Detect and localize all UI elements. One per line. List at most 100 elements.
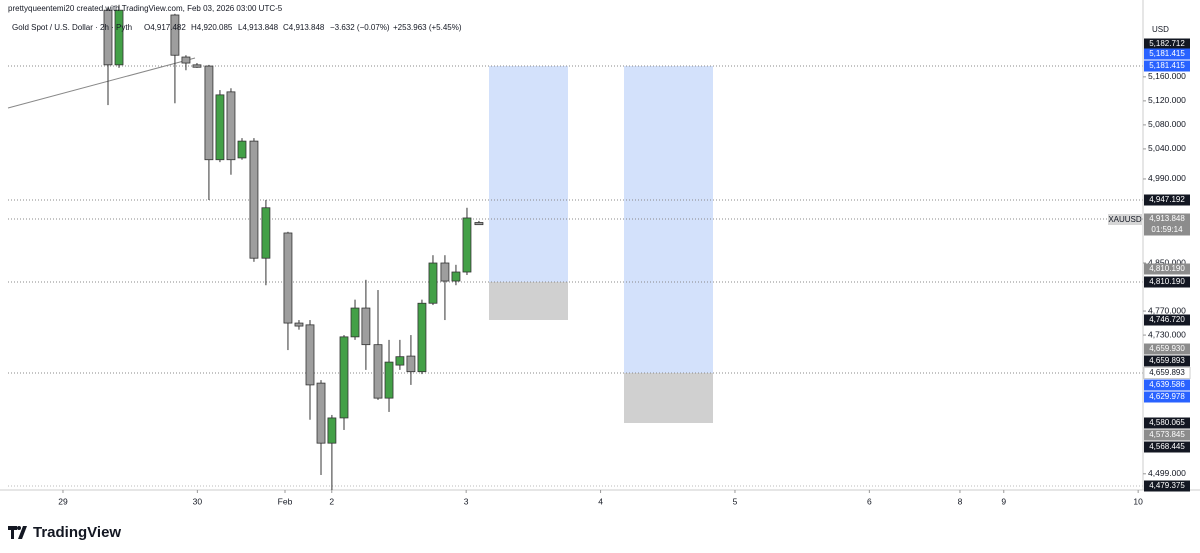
x-tick-label: Feb bbox=[278, 496, 293, 506]
price-badge-bg bbox=[1144, 276, 1190, 288]
candle-body bbox=[305, 324, 315, 386]
symbol-badge: XAUUSD bbox=[1108, 215, 1142, 224]
legend-range-change: +253.963 (+5.45%) bbox=[393, 23, 462, 32]
x-tick-label: 9 bbox=[1001, 496, 1006, 506]
x-tick-label: 29 bbox=[58, 496, 68, 506]
candle-body bbox=[417, 302, 427, 373]
price-badge-bg bbox=[1144, 391, 1190, 403]
price-badge-bg bbox=[1144, 417, 1190, 429]
price-badge: 4,913.848 bbox=[1149, 214, 1185, 223]
brand: TradingView bbox=[33, 524, 121, 541]
legend-close: C4,913.848 bbox=[283, 23, 325, 32]
symbol-badge-bg bbox=[1108, 214, 1142, 225]
price-badge: 01:59:14 bbox=[1151, 225, 1183, 234]
price-badge-bg bbox=[1144, 194, 1190, 206]
candle-body bbox=[361, 307, 371, 346]
price-badge: 4,746.720 bbox=[1149, 315, 1185, 324]
candle-body bbox=[451, 271, 461, 282]
x-tick-label: 4 bbox=[598, 496, 603, 506]
price-badge-bg bbox=[1144, 355, 1190, 367]
price-badge: 4,810.190 bbox=[1149, 264, 1185, 273]
price-badge: 4,479.375 bbox=[1149, 481, 1185, 490]
candle-body bbox=[462, 217, 472, 273]
loss-zone bbox=[489, 282, 568, 320]
legend-change: −3.632 (−0.07%) bbox=[330, 23, 390, 32]
candle-body bbox=[474, 222, 484, 226]
price-badge: 4,580.065 bbox=[1149, 418, 1185, 427]
profit-zone bbox=[489, 66, 568, 282]
price-badge: 4,810.190 bbox=[1149, 277, 1185, 286]
candle-body bbox=[283, 232, 293, 324]
price-badge: 4,659.893 bbox=[1149, 368, 1185, 377]
candle-body bbox=[316, 382, 326, 444]
legend-high: H4,920.085 bbox=[191, 23, 233, 32]
y-tick-label: 5,160.000 bbox=[1148, 71, 1186, 81]
candle-body bbox=[215, 94, 225, 161]
trend-line bbox=[7, 57, 196, 109]
price-badge: 4,629.978 bbox=[1149, 392, 1185, 401]
price-badge-bg bbox=[1144, 213, 1190, 225]
price-badge-bg bbox=[1144, 343, 1190, 355]
price-badge: 4,947.192 bbox=[1149, 195, 1185, 204]
legend-symbol: Gold Spot / U.S. Dollar · 2h · Pyth bbox=[12, 23, 132, 32]
logo-dot bbox=[17, 526, 21, 530]
y-tick-label: 4,499.000 bbox=[1148, 468, 1186, 478]
candle-body bbox=[170, 14, 180, 56]
candle-body bbox=[114, 9, 124, 66]
legend-open: O4,917.482 bbox=[144, 23, 186, 32]
price-badge-bg bbox=[1144, 38, 1190, 50]
candle-body bbox=[103, 9, 113, 66]
x-tick-label: 10 bbox=[1133, 496, 1143, 506]
price-badge: 4,659.930 bbox=[1149, 344, 1185, 353]
legend-low: L4,913.848 bbox=[238, 23, 279, 32]
candle-body bbox=[181, 56, 191, 64]
drawings bbox=[0, 0, 1200, 491]
candle-body bbox=[440, 262, 450, 282]
y-tick-label: 5,120.000 bbox=[1148, 95, 1186, 105]
candle-body bbox=[406, 355, 416, 373]
candle-body bbox=[395, 356, 405, 366]
price-badge: 4,573.845 bbox=[1149, 430, 1185, 439]
price-badge: 5,181.415 bbox=[1149, 61, 1185, 70]
candle-body bbox=[350, 307, 360, 338]
logo-mark bbox=[8, 526, 27, 539]
loss-zone bbox=[624, 373, 713, 423]
y-tick-label: 5,080.000 bbox=[1148, 119, 1186, 129]
x-tick-label: 5 bbox=[733, 496, 738, 506]
price-badge: 4,659.893 bbox=[1149, 356, 1185, 365]
price-badge-bg bbox=[1144, 429, 1190, 441]
price-badge: 4,639.586 bbox=[1149, 380, 1185, 389]
y-unit: USD bbox=[1152, 25, 1169, 34]
candle-body bbox=[237, 140, 247, 159]
x-tick-label: 3 bbox=[464, 496, 469, 506]
axes: 5,160.000 5,120.000 5,080.000 5,040.000 4,99… bbox=[58, 38, 1191, 506]
author-line: prettyqueentemi20 created with TradingVi… bbox=[8, 4, 283, 13]
candle-body bbox=[339, 336, 349, 419]
candle-body bbox=[294, 322, 304, 327]
candle-body bbox=[384, 361, 394, 399]
price-badge-bg bbox=[1144, 48, 1190, 60]
price-badge-bg bbox=[1144, 224, 1190, 236]
candle-body bbox=[192, 64, 202, 68]
price-badge: 5,182.712 bbox=[1149, 39, 1185, 48]
candle-body bbox=[249, 140, 259, 259]
price-badge-bg bbox=[1144, 60, 1190, 72]
logo: TradingView bbox=[8, 524, 121, 541]
candle-body bbox=[373, 344, 383, 399]
y-tick-label: 4,770.000 bbox=[1148, 305, 1186, 315]
x-tick-label: 8 bbox=[958, 496, 963, 506]
price-badge: 5,181.415 bbox=[1149, 49, 1185, 58]
x-tick-label: 30 bbox=[193, 496, 203, 506]
y-tick-label: 4,730.000 bbox=[1148, 329, 1186, 339]
price-badge-bg bbox=[1144, 379, 1190, 391]
price-badge-bg bbox=[1144, 263, 1190, 275]
price-badge-bg bbox=[1144, 314, 1190, 326]
candle-body bbox=[327, 417, 337, 444]
y-tick-label: 4,990.000 bbox=[1148, 173, 1186, 183]
y-tick-label: 4,850.000 bbox=[1148, 257, 1186, 267]
y-tick-label: 5,040.000 bbox=[1148, 143, 1186, 153]
candle-body bbox=[261, 207, 271, 259]
candle-body bbox=[428, 262, 438, 304]
price-badge-bg bbox=[1144, 441, 1190, 453]
